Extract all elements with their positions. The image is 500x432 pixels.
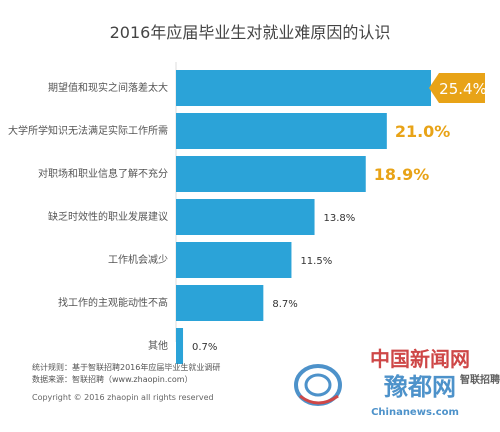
footer-source: 数据来源：智联招聘（www.zhaopin.com） — [32, 374, 193, 384]
bar-6 — [176, 328, 184, 364]
watermark-cn-top: 中国新闻网 — [370, 347, 470, 371]
category-label-5: 找工作的主观能动性不高 — [58, 296, 168, 309]
value-label-3: 13.8% — [324, 213, 356, 224]
category-label-2: 对职场和职业信息了解不充分 — [38, 167, 168, 180]
category-label-4: 工作机会减少 — [108, 253, 168, 266]
bar-0 — [176, 70, 431, 106]
footer-method: 统计规则：基于智联招聘2016年应届毕业生就业调研 — [32, 362, 220, 372]
bar-4 — [176, 242, 292, 278]
top-value-callout — [429, 73, 485, 103]
value-label-0: 25.4% — [439, 80, 487, 98]
bar-1 — [176, 113, 387, 149]
bar-3 — [176, 199, 315, 235]
value-label-2: 18.9% — [374, 165, 430, 184]
chinanews-watermark: 中国新闻网 豫都网 Chinanews.com 智联招聘 — [294, 347, 500, 418]
watermark-zhaopin: 智联招聘 — [460, 373, 500, 386]
value-label-5: 8.7% — [272, 299, 297, 310]
category-label-1: 大学所学知识无法满足实际工作所需 — [8, 124, 168, 137]
bar-5 — [176, 285, 264, 321]
swirl-logo-icon — [294, 364, 342, 406]
chart-title: 2016年应届毕业生对就业难原因的认识 — [110, 23, 391, 42]
watermark-cn-main: 豫都网 — [384, 373, 456, 401]
category-label-3: 缺乏时效性的职业发展建议 — [48, 210, 168, 223]
value-label-6: 0.7% — [192, 342, 217, 353]
category-label-0: 期望值和现实之间落差太大 — [48, 81, 168, 94]
watermark-url: Chinanews.com — [371, 407, 459, 418]
footer-copyright: Copyright © 2016 zhaopin all rights rese… — [32, 393, 214, 402]
bar-2 — [176, 156, 366, 192]
value-label-4: 11.5% — [300, 256, 332, 267]
category-label-6: 其他 — [148, 339, 168, 352]
value-label-1: 21.0% — [395, 122, 451, 141]
bars-group: 期望值和现实之间落差太大 25.4% 大学所学知识无法满足实际工作所需 21.0% 对职… — [8, 70, 487, 364]
